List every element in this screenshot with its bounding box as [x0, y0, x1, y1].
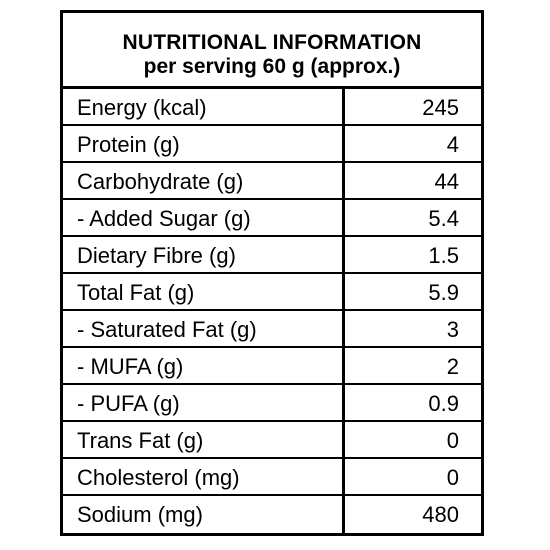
row-label-sodium: Sodium (mg)	[77, 502, 203, 527]
row-label-saturated-fat: - Saturated Fat (g)	[77, 317, 257, 342]
table-row-mufa: - MUFA (g) 2	[63, 348, 481, 385]
row-value-mufa: 2	[446, 354, 459, 379]
table-row-cholesterol: Cholesterol (mg) 0	[63, 459, 481, 496]
row-value-cholesterol: 0	[446, 465, 459, 490]
row-value-trans-fat: 0	[446, 428, 459, 453]
row-value-total-fat: 5.9	[428, 280, 459, 305]
nutrition-panel: NUTRITIONAL INFORMATION per serving 60 g…	[60, 10, 484, 536]
row-label-cholesterol: Cholesterol (mg)	[77, 465, 240, 490]
table-row-added-sugar: - Added Sugar (g) 5.4	[63, 200, 481, 237]
row-value-dietary-fibre: 1.5	[428, 243, 459, 268]
table-row-carbohydrate: Carbohydrate (g) 44	[63, 163, 481, 200]
row-label-trans-fat: Trans Fat (g)	[77, 428, 204, 453]
row-value-added-sugar: 5.4	[428, 206, 459, 231]
panel-title: NUTRITIONAL INFORMATION	[122, 31, 422, 54]
row-label-carbohydrate: Carbohydrate (g)	[77, 169, 244, 194]
nutrition-table: Energy (kcal) 245 Protein (g) 4 Carbohyd…	[63, 89, 481, 533]
row-label-total-fat: Total Fat (g)	[77, 280, 195, 305]
table-row-protein: Protein (g) 4	[63, 126, 481, 163]
row-value-saturated-fat: 3	[446, 317, 459, 342]
row-label-dietary-fibre: Dietary Fibre (g)	[77, 243, 236, 268]
table-row-pufa: - PUFA (g) 0.9	[63, 385, 481, 422]
row-value-pufa: 0.9	[428, 391, 459, 416]
panel-subtitle: per serving 60 g (approx.)	[143, 55, 401, 78]
table-row-sodium: Sodium (mg) 480	[63, 496, 481, 533]
row-value-energy: 245	[422, 95, 459, 120]
table-row-trans-fat: Trans Fat (g) 0	[63, 422, 481, 459]
row-label-pufa: - PUFA (g)	[77, 391, 180, 416]
row-label-added-sugar: - Added Sugar (g)	[77, 206, 251, 231]
table-row-dietary-fibre: Dietary Fibre (g) 1.5	[63, 237, 481, 274]
table-row-total-fat: Total Fat (g) 5.9	[63, 274, 481, 311]
row-label-energy: Energy (kcal)	[77, 95, 207, 120]
table-row-energy: Energy (kcal) 245	[63, 89, 481, 126]
column-divider	[342, 89, 345, 533]
row-label-mufa: - MUFA (g)	[77, 354, 184, 379]
table-row-saturated-fat: - Saturated Fat (g) 3	[63, 311, 481, 348]
row-value-sodium: 480	[422, 502, 459, 527]
row-label-protein: Protein (g)	[77, 132, 180, 157]
nutrition-header: NUTRITIONAL INFORMATION per serving 60 g…	[63, 13, 481, 89]
row-value-protein: 4	[446, 132, 459, 157]
row-value-carbohydrate: 44	[434, 169, 459, 194]
